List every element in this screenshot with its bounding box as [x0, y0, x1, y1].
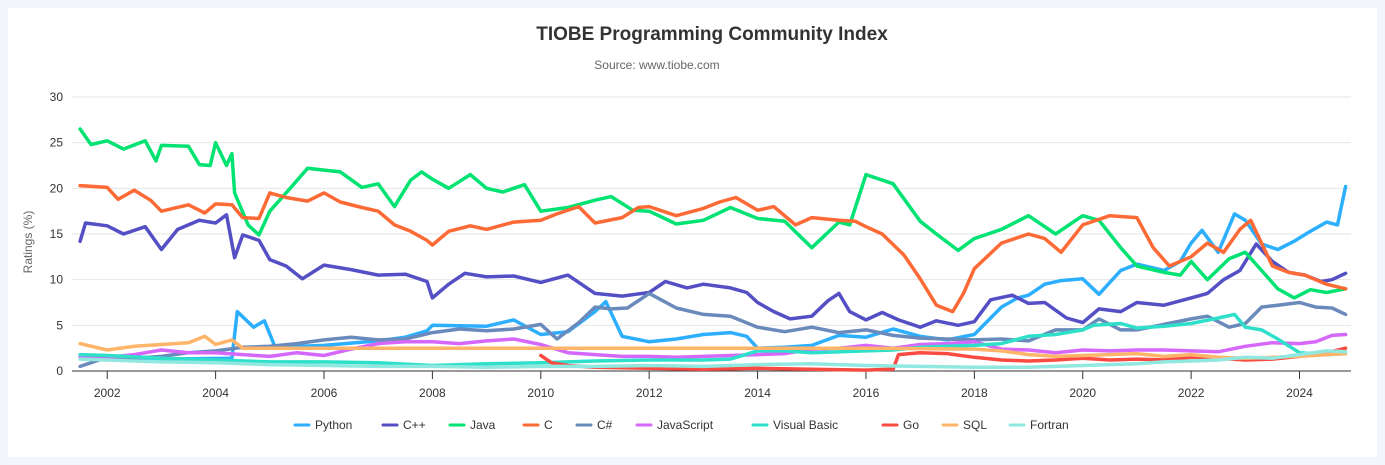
y-tick-label: 25: [50, 136, 64, 150]
legend-label: Visual Basic: [773, 418, 838, 432]
legend-item-javascript[interactable]: JavaScript: [635, 418, 714, 432]
series-line-java[interactable]: [78, 127, 1348, 300]
grid-lines: [72, 96, 1351, 372]
y-tick-label: 10: [50, 273, 64, 287]
legend-label: JavaScript: [657, 418, 714, 432]
y-axis-labels: 0 5 10 15 20 25 30: [50, 90, 64, 378]
x-tick-label: 2006: [311, 386, 338, 400]
series-line-c-[interactable]: [78, 213, 1348, 329]
y-axis-title: Ratings (%): [21, 211, 35, 274]
x-tick-label: 2024: [1286, 386, 1313, 400]
legend-item-java[interactable]: Java: [448, 418, 496, 432]
y-tick-label: 20: [50, 181, 64, 195]
x-tick-label: 2018: [961, 386, 988, 400]
legend-label: Fortran: [1030, 418, 1069, 432]
legend-item-python[interactable]: Python: [293, 418, 352, 432]
y-tick-label: 0: [56, 364, 63, 378]
legend-item-visual-basic[interactable]: Visual Basic: [751, 418, 838, 432]
legend-label: C: [544, 418, 553, 432]
line-chart: TIOBE Programming Community Index Source…: [21, 24, 1351, 432]
y-tick-label: 5: [56, 318, 63, 332]
legend-label: Python: [315, 418, 352, 432]
legend-item-c[interactable]: C: [522, 418, 553, 432]
series-line-c[interactable]: [78, 183, 1348, 314]
x-tick-label: 2012: [636, 386, 663, 400]
legend-item-fortran[interactable]: Fortran: [1008, 418, 1069, 432]
x-tick-label: 2002: [94, 386, 121, 400]
legend: Python C++ Java C C# JavaScript Visual Basic Go…: [293, 418, 1069, 432]
x-tick-label: 2020: [1069, 386, 1096, 400]
series-line-fortran[interactable]: [78, 349, 1348, 370]
y-tick-label: 15: [50, 227, 64, 241]
x-tick-label: 2022: [1178, 386, 1205, 400]
legend-item-c-[interactable]: C#: [575, 418, 613, 432]
series-line-c-[interactable]: [78, 291, 1348, 369]
legend-label: C#: [597, 418, 613, 432]
series-lines: [78, 127, 1348, 372]
chart-card: TIOBE Programming Community Index Source…: [8, 8, 1377, 457]
legend-item-c-[interactable]: C++: [381, 418, 426, 432]
series-line-javascript[interactable]: [78, 332, 1348, 360]
x-tick-label: 2004: [202, 386, 229, 400]
x-tick-label: 2016: [853, 386, 880, 400]
legend-label: Go: [903, 418, 919, 432]
legend-label: Java: [470, 418, 496, 432]
legend-item-go[interactable]: Go: [881, 418, 919, 432]
x-tick-label: 2014: [744, 386, 771, 400]
x-axis-labels: 2002 2004 2006 2008 2010 2012 2014 2016 2018 2020…: [94, 371, 1313, 400]
y-tick-label: 30: [50, 90, 64, 104]
x-tick-label: 2010: [527, 386, 554, 400]
chart-subtitle: Source: www.tiobe.com: [594, 58, 719, 72]
legend-item-sql[interactable]: SQL: [941, 418, 987, 432]
chart-title: TIOBE Programming Community Index: [536, 24, 888, 45]
x-tick-label: 2008: [419, 386, 446, 400]
legend-label: C++: [403, 418, 426, 432]
legend-label: SQL: [963, 418, 987, 432]
